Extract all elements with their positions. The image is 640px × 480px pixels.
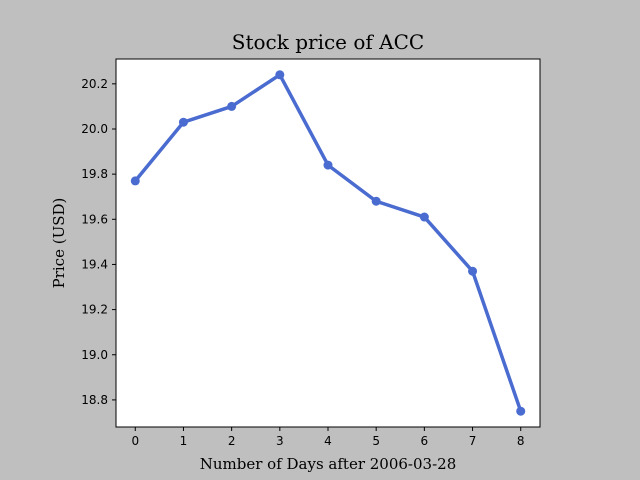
data-point xyxy=(419,212,429,222)
y-tick-label: 19.8 xyxy=(81,167,108,181)
y-axis: 18.8 19.0 19.2 19.4 19.6 19.8 20.0 20.2 xyxy=(81,77,116,407)
data-point xyxy=(371,196,381,206)
x-tick-label: 3 xyxy=(276,434,284,448)
y-axis-label: Price (USD) xyxy=(50,198,68,289)
x-tick-label: 4 xyxy=(324,434,332,448)
x-tick-label: 7 xyxy=(469,434,477,448)
y-tick-label: 19.2 xyxy=(81,303,108,317)
data-point xyxy=(178,117,188,127)
x-tick-label: 2 xyxy=(228,434,236,448)
data-point xyxy=(323,160,333,170)
x-tick-label: 6 xyxy=(421,434,429,448)
data-point xyxy=(227,101,237,111)
data-point xyxy=(516,406,526,416)
x-tick-label: 0 xyxy=(131,434,139,448)
data-point xyxy=(468,266,478,276)
y-tick-label: 19.6 xyxy=(81,212,108,226)
x-tick-label: 8 xyxy=(517,434,525,448)
x-tick-label: 5 xyxy=(372,434,380,448)
data-point xyxy=(275,70,285,80)
x-axis-label: Number of Days after 2006-03-28 xyxy=(200,455,457,473)
chart-title: Stock price of ACC xyxy=(232,30,424,54)
x-tick-label: 1 xyxy=(180,434,188,448)
data-point xyxy=(130,176,140,186)
y-tick-label: 20.0 xyxy=(81,122,108,136)
y-tick-label: 19.0 xyxy=(81,348,108,362)
series-layer xyxy=(130,70,526,416)
y-tick-label: 19.4 xyxy=(81,257,108,271)
y-tick-label: 18.8 xyxy=(81,393,108,407)
y-tick-label: 20.2 xyxy=(81,77,108,91)
plot-area xyxy=(115,58,541,428)
x-axis: 0 1 2 3 4 5 6 7 8 xyxy=(131,427,525,448)
